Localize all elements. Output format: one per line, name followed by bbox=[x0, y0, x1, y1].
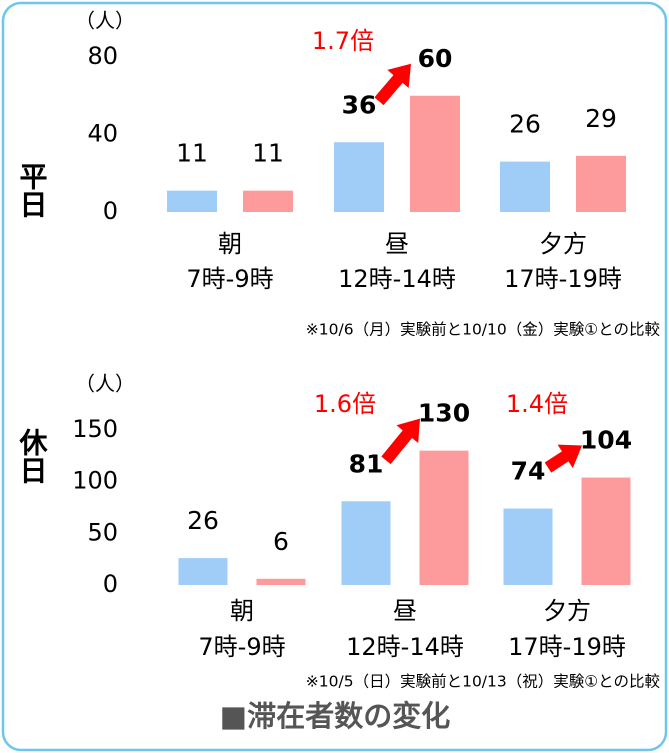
x-tick-label: 夕方 bbox=[539, 230, 587, 258]
value-label: 29 bbox=[585, 104, 617, 133]
side-label: 平日 bbox=[16, 162, 49, 218]
bar bbox=[410, 95, 460, 212]
x-tick-label: 17時-19時 bbox=[504, 265, 622, 293]
bar bbox=[503, 508, 553, 585]
x-tick-label: 12時-14時 bbox=[346, 633, 464, 661]
bar bbox=[167, 190, 217, 212]
page-title: ■滞在者数の変化 bbox=[220, 699, 450, 733]
bar bbox=[581, 477, 631, 585]
value-label: 26 bbox=[509, 110, 541, 139]
value-label: 6 bbox=[273, 527, 289, 556]
x-tick-label: 7時-9時 bbox=[186, 265, 273, 293]
bar bbox=[334, 142, 384, 212]
x-tick-label: 夕方 bbox=[543, 597, 591, 625]
x-tick-label: 17時-19時 bbox=[508, 633, 626, 661]
x-tick-label: 昼 bbox=[385, 230, 409, 258]
x-tick-label: 7時-9時 bbox=[198, 633, 285, 661]
value-label: 130 bbox=[418, 399, 470, 428]
x-tick-label: 12時-14時 bbox=[338, 265, 456, 293]
x-tick-label: 朝 bbox=[230, 597, 254, 625]
value-label: 74 bbox=[511, 457, 546, 486]
annotation: 1.6倍 bbox=[314, 390, 376, 418]
x-tick-label: 朝 bbox=[218, 230, 242, 258]
value-label: 104 bbox=[580, 426, 632, 455]
y-tick-label: 80 bbox=[87, 42, 118, 70]
value-label: 60 bbox=[418, 44, 453, 73]
x-tick-label: 昼 bbox=[393, 597, 417, 625]
y-tick-label: 100 bbox=[72, 467, 118, 495]
y-unit: （人） bbox=[75, 372, 135, 396]
note: ※10/5（日）実験前と10/13（祝）実験①との比較 bbox=[306, 673, 661, 691]
arrow bbox=[374, 63, 411, 106]
y-tick-label: 40 bbox=[87, 120, 118, 148]
bar bbox=[178, 558, 228, 585]
annotation: 1.4倍 bbox=[506, 390, 568, 418]
arrow bbox=[544, 444, 582, 473]
value-label: 81 bbox=[349, 449, 384, 478]
bar bbox=[500, 161, 550, 212]
arrow bbox=[381, 418, 420, 465]
annotation: 1.7倍 bbox=[312, 27, 374, 55]
bar bbox=[341, 501, 391, 585]
note: ※10/6（月）実験前と10/10（金）実験①との比較 bbox=[306, 321, 661, 339]
side-label: 休日 bbox=[16, 428, 49, 484]
value-label: 11 bbox=[252, 139, 284, 168]
value-label: 26 bbox=[187, 506, 219, 535]
bar bbox=[419, 450, 469, 585]
value-label: 36 bbox=[342, 90, 377, 119]
y-tick-label: 0 bbox=[103, 197, 118, 225]
y-tick-label: 0 bbox=[103, 570, 118, 598]
y-tick-label: 50 bbox=[87, 518, 118, 546]
bar bbox=[256, 578, 306, 585]
bar bbox=[576, 155, 626, 212]
y-unit: （人） bbox=[75, 9, 135, 33]
value-label: 11 bbox=[176, 139, 208, 168]
bar bbox=[243, 190, 293, 212]
y-tick-label: 150 bbox=[72, 415, 118, 443]
